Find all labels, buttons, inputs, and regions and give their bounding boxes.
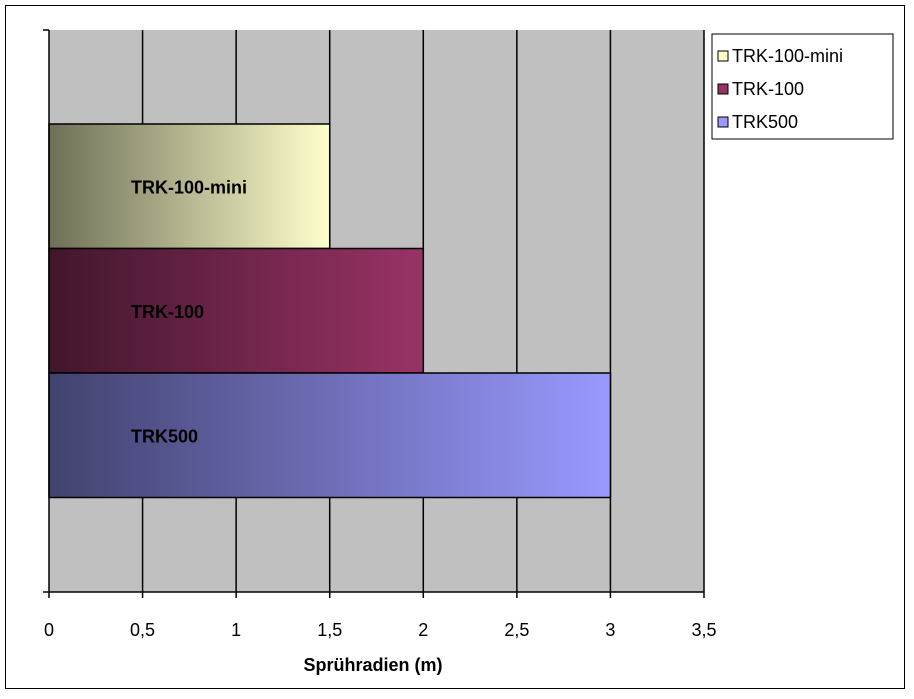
legend-swatch (717, 50, 729, 62)
x-tick-label: 2 (418, 620, 428, 640)
bar-trk-100 (48, 247, 425, 374)
x-tick-label: 2,5 (504, 620, 529, 640)
bar-data-label: TRK-100 (131, 302, 204, 322)
legend-label: TRK-100 (732, 79, 804, 99)
legend-label: TRK-100-mini (732, 46, 843, 66)
bar-trk500 (48, 372, 612, 499)
axes (43, 29, 705, 598)
x-tick-labels: 0 0,5 1 1,5 2 2,5 3 3,5 (44, 620, 717, 640)
legend-label: TRK500 (732, 112, 798, 132)
legend-swatch (717, 83, 729, 95)
legend-swatch (717, 116, 729, 128)
x-axis-title: Sprühradien (m) (303, 655, 442, 675)
bars: TRK-100-mini TRK-100 TRK500 (48, 123, 612, 499)
legend: TRK-100-mini TRK-100 TRK500 (711, 33, 894, 140)
x-tick-label: 1,5 (317, 620, 342, 640)
bar-data-label: TRK500 (131, 426, 198, 446)
bar-data-label: TRK-100-mini (131, 177, 247, 197)
x-tick-label: 0 (44, 620, 54, 640)
x-tick-label: 3,5 (691, 620, 716, 640)
x-tick-label: 1 (231, 620, 241, 640)
x-tick-label: 0,5 (130, 620, 155, 640)
x-tick-label: 3 (605, 620, 615, 640)
legend-box (711, 33, 894, 140)
